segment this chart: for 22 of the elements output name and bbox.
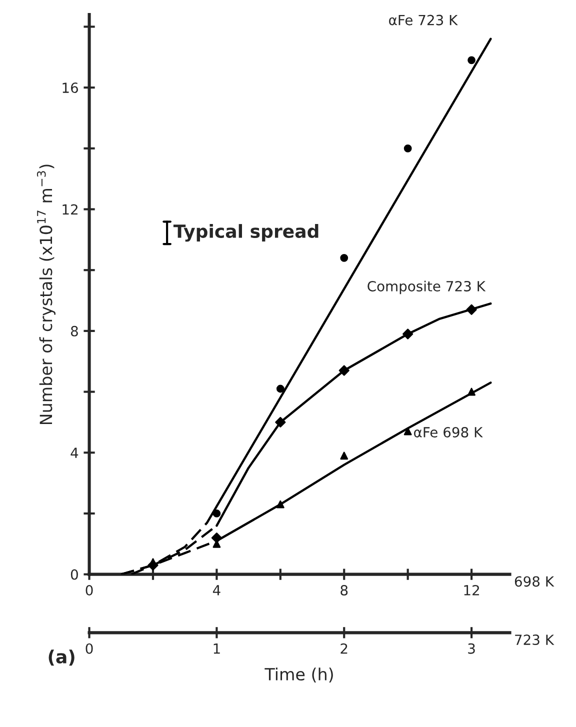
y-tick-label: 4: [70, 448, 78, 458]
x2-tick-label: 2: [340, 643, 348, 654]
y-tick-label: 0: [70, 569, 78, 580]
x2-tick-label: 3: [468, 643, 475, 654]
x2-tick-label: 0: [86, 643, 93, 654]
x-tick-label: 4: [212, 585, 220, 596]
text: 723 K: [515, 634, 554, 646]
y-axis-title: Number of crystals (x10$^{17}$ m$^{−3}$): [36, 164, 56, 424]
annotation: Typical spread: [173, 224, 318, 242]
text: (a): [48, 650, 74, 666]
y-tick-label: 8: [70, 326, 78, 336]
y-tick-label: 12: [62, 204, 78, 215]
text: 698 K: [514, 576, 554, 587]
x-tick-label: 8: [340, 584, 348, 596]
series-label: Composite 723 K: [368, 280, 486, 294]
x-axis-title: Time (h): [264, 668, 333, 682]
x2-tick-label: 1: [214, 644, 220, 654]
series-label: αFe 698 K: [414, 426, 483, 438]
text: αFe 723 K: [389, 14, 458, 26]
x-tick-label: 0: [86, 584, 93, 596]
x-tick-label: 12: [464, 584, 479, 596]
y-tick-label: 16: [62, 82, 78, 94]
